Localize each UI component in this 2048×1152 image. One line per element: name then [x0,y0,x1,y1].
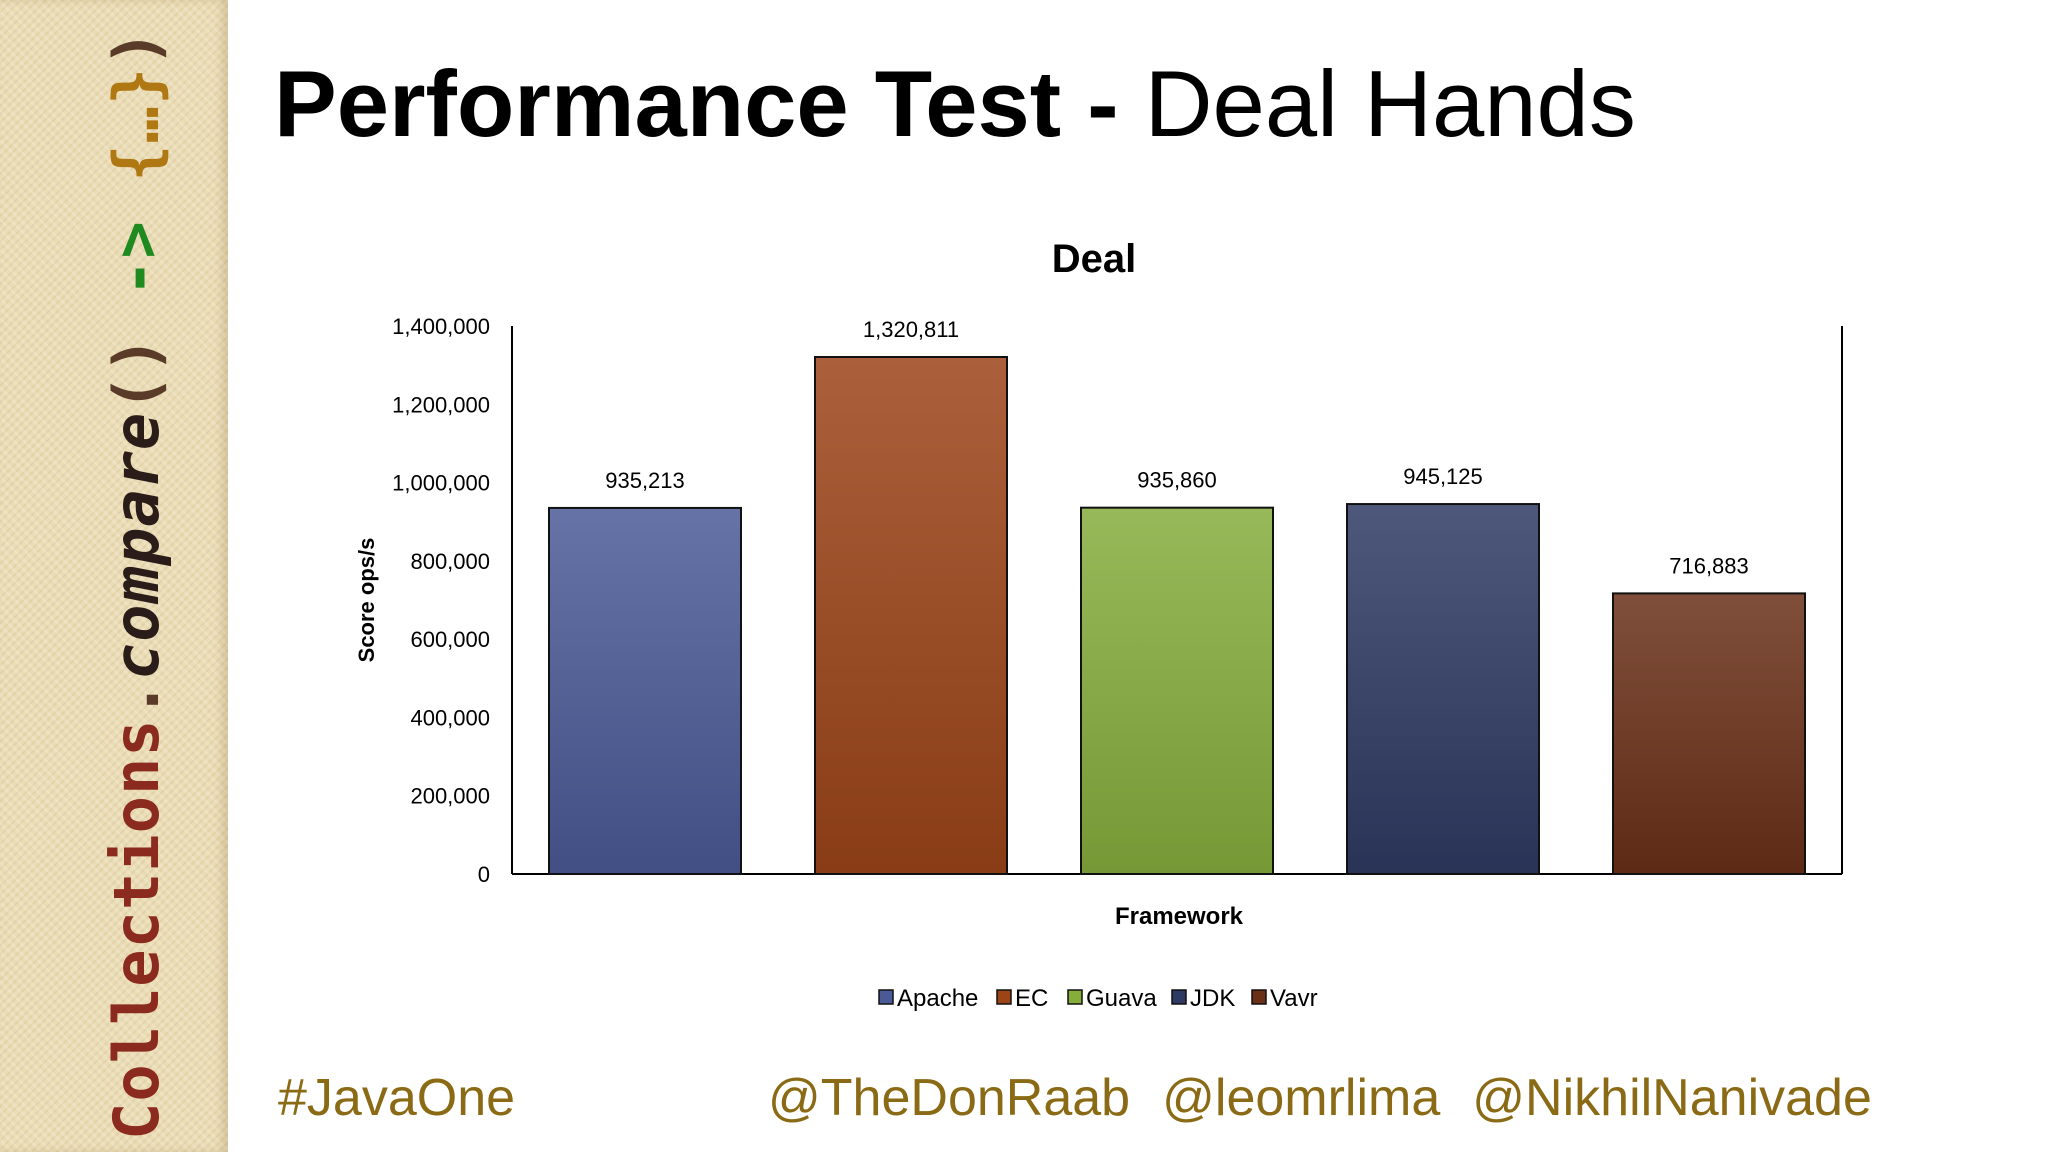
data-label-jdk: 945,125 [1403,464,1483,489]
legend-swatch-guava [1067,989,1083,1005]
legend-label-guava: Guava [1086,985,1157,1012]
legend-swatch-apache [878,989,894,1005]
chart-title: Deal [1052,237,1137,281]
x-axis-label: Framework [1115,903,1244,930]
bar-vavr [1612,592,1806,876]
legend-swatch-ec [996,989,1012,1005]
legend-label-apache: Apache [897,985,978,1012]
bar-guava [1080,506,1274,875]
bar-jdk [1346,503,1540,875]
bar-ec [814,355,1008,875]
data-label-apache: 935,213 [605,468,685,493]
title-light: Deal Hands [1144,51,1636,156]
y-tick-label: 1,000,000 [392,471,490,496]
y-tick-label: 200,000 [410,784,490,809]
y-tick-label: 1,400,000 [392,314,490,339]
y-axis-label: Score ops/s [354,538,379,663]
page-title: Performance Test - Deal Hands [274,50,1636,158]
legend-label-ec: EC [1015,985,1048,1012]
bar-apache [548,506,742,875]
data-label-vavr: 716,883 [1669,553,1749,578]
legend-label-vavr: Vavr [1270,985,1318,1012]
legend-label-jdk: JDK [1190,985,1235,1012]
footer-handle-nikhilnanivade: @NikhilNanivade [1472,1069,1872,1127]
y-tick-label: 1,200,000 [392,392,490,417]
title-bold: Performance Test [274,51,1062,156]
footer-handle-thedonraab: @TheDonRaab [768,1069,1131,1127]
legend-swatch-jdk [1171,989,1187,1005]
footer-handle-leomrlima: @leomrlima [1162,1069,1441,1127]
y-tick-label: 600,000 [410,627,490,652]
data-label-guava: 935,860 [1137,468,1217,493]
footer-handles: @TheDonRaab @leomrlima @NikhilNanivade [768,1068,1872,1128]
footer-hashtag: #JavaOne [278,1069,516,1127]
title-separator: - [1061,51,1145,156]
legend-swatch-vavr [1251,989,1267,1005]
y-tick-label: 400,000 [410,705,490,730]
data-label-ec: 1,320,811 [863,317,959,342]
y-tick-label: 800,000 [410,549,490,574]
y-tick-label: 0 [478,862,490,887]
sidebar-banner: Collections.compare() -> {…}) [0,0,228,1152]
